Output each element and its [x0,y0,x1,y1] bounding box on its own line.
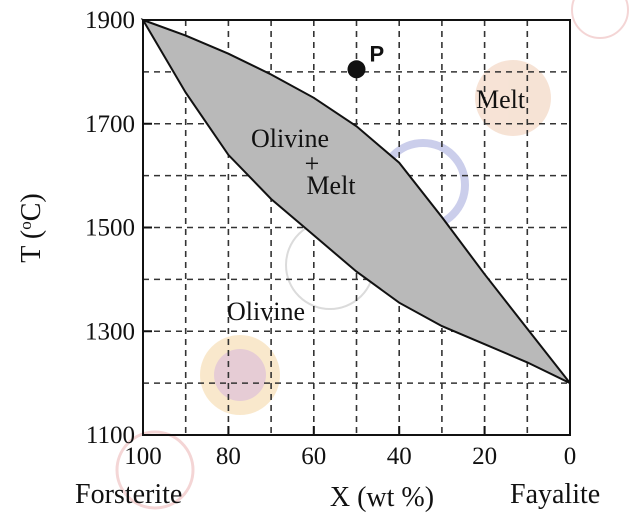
x-axis-label: X (wt %) [330,482,434,513]
end-member-left: Forsterite [75,479,182,510]
y-tick-label: 1500 [85,215,135,242]
end-member-right: Fayalite [510,479,600,510]
x-tick-label: 20 [472,443,497,470]
x-axis-ticks: 100 80 60 40 20 0 [124,426,576,470]
region-label-olivine-solid: Olivine [227,297,305,326]
point-p-label: P [370,41,385,66]
y-tick-label: 1900 [85,7,135,34]
region-label-melt-two-phase: Melt [306,171,356,200]
region-label-melt: Melt [476,85,526,114]
x-tick-label: 0 [564,443,577,470]
region-label-olivine-top: Olivine [251,124,329,153]
olivine-melt-two-phase-region [140,18,571,384]
x-tick-label: 40 [387,443,412,470]
y-tick-label: 1700 [85,111,135,138]
x-tick-label: 60 [301,443,326,470]
point-p-marker [347,60,366,79]
x-tick-label: 100 [124,443,162,470]
y-tick-label: 1100 [86,422,135,449]
region-label-plus: + [305,149,320,178]
y-tick-label: 1300 [85,318,135,345]
y-axis-ticks: 1900 1700 1500 1300 1100 [85,7,152,449]
y-axis-label: T (oC) [16,193,48,262]
x-tick-label: 80 [216,443,241,470]
